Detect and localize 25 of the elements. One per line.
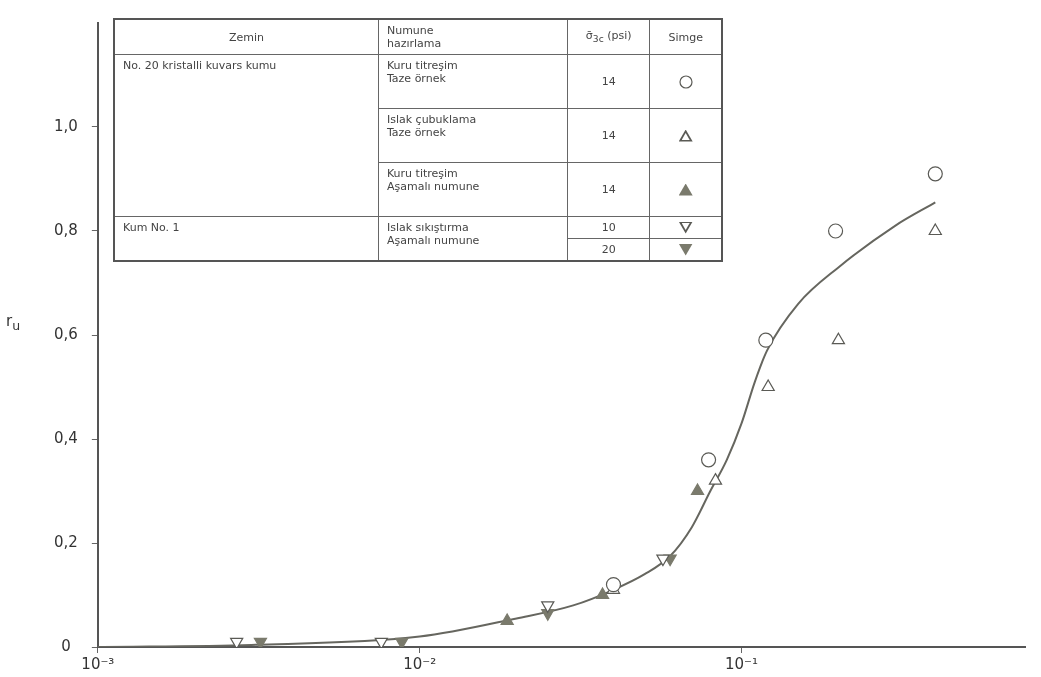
y-tick-label: 0,6 — [54, 324, 78, 343]
annotation: σ̄$_{3c}$ (psi) — [567, 19, 650, 55]
x-tick-label: 10⁻¹ — [725, 654, 759, 673]
x-tick-label: 10⁻² — [403, 654, 437, 673]
annotation: 14 — [567, 162, 650, 217]
annotation: Islak sıkıştırma Aşamalı numune — [378, 216, 568, 261]
y-axis-title: r$_{u}$ — [6, 312, 21, 333]
annotation: Simge — [649, 19, 722, 55]
y-tick-label: 0,2 — [54, 532, 78, 551]
x-tick-label: 10⁻³ — [81, 654, 115, 673]
annotation: 14 — [567, 108, 650, 163]
annotation: Kum No. 1 — [114, 216, 379, 261]
annotation: 14 — [567, 54, 650, 109]
annotation: Numune hazırlama — [378, 19, 568, 55]
annotation: No. 20 kristalli kuvars kumu — [114, 54, 379, 217]
annotation: Islak çubuklama Taze örnek — [378, 108, 568, 163]
y-tick-label: 0,8 — [54, 220, 78, 239]
y-tick-label: 0,4 — [54, 428, 78, 447]
y-tick-label: 0 — [61, 636, 71, 655]
annotation: Zemin — [114, 19, 379, 55]
annotation: 10 — [567, 216, 650, 239]
y-tick-label: 1,0 — [54, 116, 78, 135]
annotation: Kuru titreşim Taze örnek — [378, 54, 568, 109]
annotation: 20 — [567, 238, 650, 261]
annotation: Kuru titreşim Aşamalı numune — [378, 162, 568, 217]
